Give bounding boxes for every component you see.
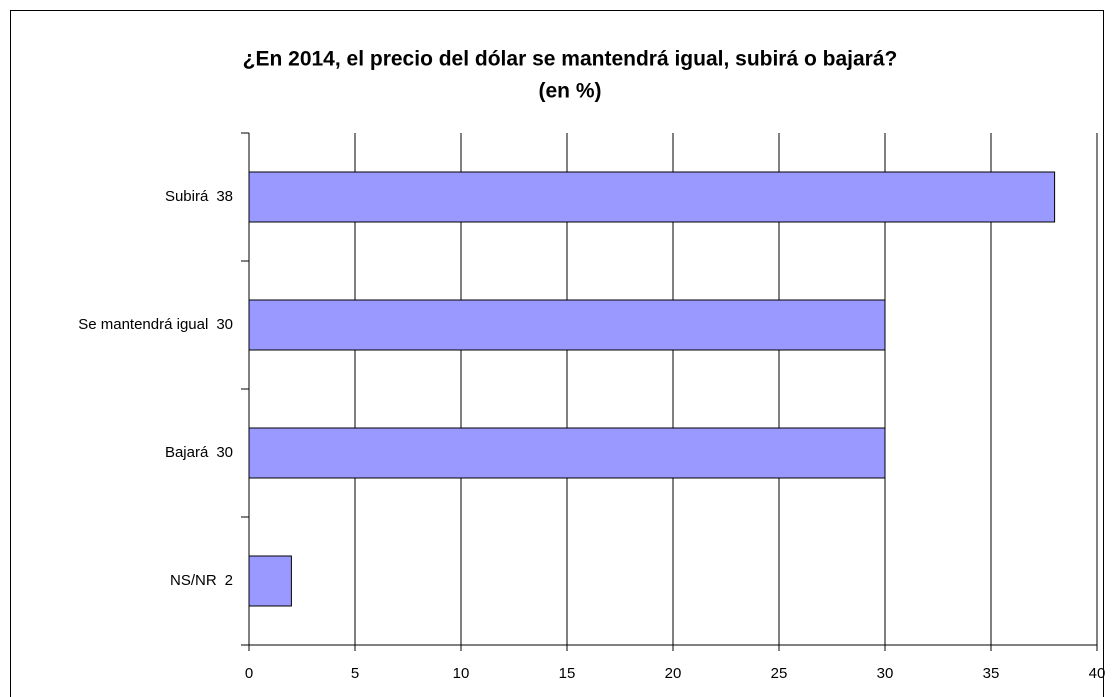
- category-label: Se mantendrá igual: [78, 316, 208, 333]
- y-tick-label: Bajará 30: [165, 444, 233, 461]
- x-tick-label: 0: [245, 665, 253, 682]
- y-tick-label: Se mantendrá igual 30: [78, 316, 233, 333]
- bar: [248, 299, 886, 351]
- x-tick-label: 15: [559, 665, 576, 682]
- category-label: Subirá: [165, 188, 209, 205]
- chart-subtitle: (en %): [539, 80, 602, 103]
- x-tick-label: 5: [351, 665, 359, 682]
- category-label: NS/NR: [170, 572, 217, 589]
- x-tick-label: 10: [453, 665, 470, 682]
- bar: [248, 427, 886, 479]
- x-tick-label: 40: [1089, 665, 1106, 682]
- x-tick-label: 25: [771, 665, 788, 682]
- bar: [248, 171, 1056, 223]
- chart-title: ¿En 2014, el precio del dólar se mantend…: [243, 48, 898, 71]
- y-tick-label: Subirá 38: [165, 188, 233, 205]
- x-tick-label: 20: [665, 665, 682, 682]
- bar: [248, 555, 292, 607]
- x-tick-label: 30: [877, 665, 894, 682]
- y-tick-label: NS/NR 2: [170, 572, 233, 589]
- value-label: 2: [225, 572, 233, 589]
- value-label: 38: [216, 188, 233, 205]
- x-tick-label: 35: [983, 665, 1000, 682]
- category-label: Bajará: [165, 444, 209, 461]
- value-label: 30: [216, 316, 233, 333]
- chart-border: [10, 10, 1104, 697]
- value-label: 30: [216, 444, 233, 461]
